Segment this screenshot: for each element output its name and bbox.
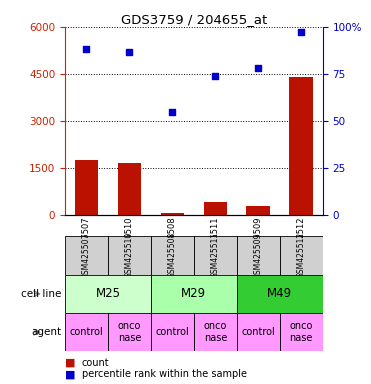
Text: M25: M25 [95,287,121,300]
Point [255,65,261,71]
Text: GSM425512: GSM425512 [297,232,306,278]
Bar [65,313,108,351]
Text: GSM425509: GSM425509 [254,232,263,278]
Bar [75,160,98,215]
Bar [237,275,323,313]
Point [127,49,132,55]
Bar [65,275,151,313]
Text: M29: M29 [181,287,206,300]
Bar [194,236,237,275]
Bar [161,212,184,215]
Bar [108,313,151,351]
Bar [246,206,270,215]
Text: count: count [82,358,109,368]
Title: GDS3759 / 204655_at: GDS3759 / 204655_at [121,13,267,26]
Text: ■: ■ [65,358,75,368]
Bar [237,313,280,351]
Text: GSM425507: GSM425507 [82,232,91,278]
Point [83,46,89,53]
Point [298,28,304,35]
Text: cell line: cell line [21,289,61,299]
Bar [289,77,313,215]
Bar [194,313,237,351]
Bar [237,236,280,275]
Text: control: control [69,327,103,337]
Text: M49: M49 [267,287,292,300]
Bar [280,313,323,351]
Text: GSM425510: GSM425510 [125,232,134,278]
Bar [118,163,141,215]
Text: onco
nase: onco nase [118,321,141,343]
Text: GSM425508: GSM425508 [168,232,177,278]
Bar [151,313,194,351]
Text: control: control [155,327,189,337]
Text: GSM425511: GSM425511 [211,232,220,278]
Bar [151,275,237,313]
Text: onco
nase: onco nase [290,321,313,343]
Bar [151,236,194,275]
Bar [204,202,227,215]
Bar [108,236,151,275]
Text: onco
nase: onco nase [204,321,227,343]
Bar [65,236,108,275]
Text: percentile rank within the sample: percentile rank within the sample [82,369,247,379]
Text: agent: agent [31,327,61,337]
Bar [280,236,323,275]
Point [212,73,218,79]
Text: control: control [242,327,275,337]
Text: ■: ■ [65,369,75,379]
Point [170,109,175,115]
